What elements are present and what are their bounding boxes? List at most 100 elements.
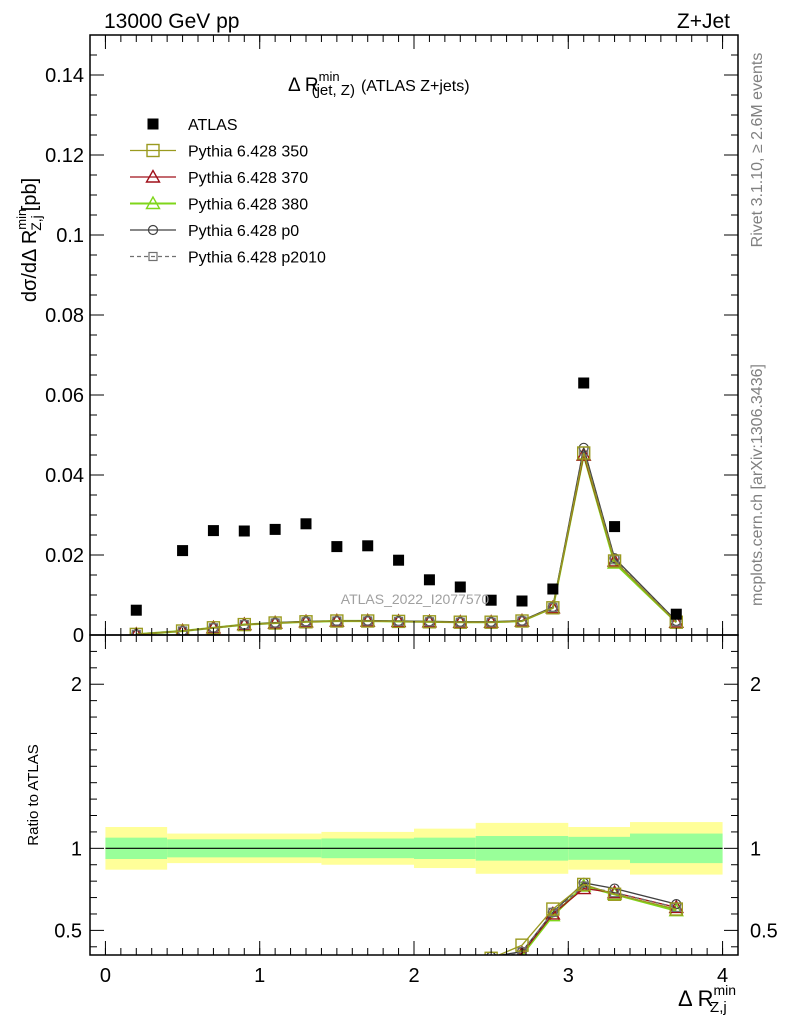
ratio-point-p2010-0 <box>487 956 495 964</box>
point-p350-12 <box>515 614 529 628</box>
ratio-xtick-label-0: 0 <box>100 965 111 987</box>
legend-label-p2010: Pythia 6.428 p2010 <box>188 250 326 267</box>
plot-title: Δ Rmin (jet, Z) (ATLAS Z+jets) <box>288 69 470 99</box>
point-p370-14 <box>576 447 592 461</box>
ratio-ytick-label-left-2: 2 <box>71 674 82 696</box>
point-p370-15 <box>606 553 623 567</box>
legend-marker-p0 <box>147 224 159 236</box>
main-ytick-label-6: 0.12 <box>45 145 84 167</box>
main-ylabel-post: [pb] <box>19 178 41 211</box>
header-right: Z+Jet <box>677 10 730 33</box>
main-ylabel-sup: min <box>14 209 29 230</box>
plot-title-sub: (jet, Z) <box>312 82 355 99</box>
legend-marker-p350 <box>146 143 160 158</box>
legend-label-p380: Pythia 6.428 380 <box>188 197 308 214</box>
point-data-3 <box>238 525 250 537</box>
ratio-point-p370-0 <box>485 957 498 969</box>
ratio-point-p350-5 <box>669 902 683 916</box>
ratio-point-p380-0 <box>485 957 498 969</box>
series-line-p380 <box>136 454 678 635</box>
main-ytick-label-2: 0.04 <box>45 465 84 487</box>
point-p350-8 <box>391 614 406 629</box>
header-left: 13000 GeV pp <box>104 10 239 33</box>
main-ytick-label-4: 0.08 <box>45 305 84 327</box>
main-ytick-label-0: 0 <box>73 625 84 647</box>
ratio-ytick-label-left-1: 1 <box>71 838 82 860</box>
ratio-panel: 0.5 0.5 1 1 2 2 0 1 2 3 4 Ratio to ATLAS Δ Rmin Z,j <box>25 634 778 1016</box>
main-ylabel-sub: Z,j <box>28 215 44 231</box>
point-p350-13 <box>546 601 560 615</box>
ratio-ytick-label-right-2: 2 <box>750 674 761 696</box>
ratio-point-p350-3 <box>577 877 591 892</box>
legend: ATLAS Pythia 6.428 350 Pythia 6.428 370 Pyt… <box>130 117 326 267</box>
point-p370-13 <box>545 599 561 614</box>
point-data-8 <box>393 554 405 566</box>
legend-marker-p370 <box>145 169 161 183</box>
ratio-ylabel: Ratio to ATLAS <box>25 744 42 845</box>
plot-title-sup: min <box>319 69 340 84</box>
main-ytick-label-1: 0.02 <box>45 545 84 567</box>
legend-marker-data <box>147 118 159 130</box>
series-line-p370 <box>136 454 677 635</box>
main-axes: 0 0.02 0.04 0.06 0.08 0.1 0.12 0.14 <box>45 34 738 647</box>
main-panel: 00.020.040.060.080.10.120.14 Δ Rmin (jet,… <box>14 34 739 647</box>
ratio-frame <box>89 634 739 956</box>
legend-entry-p380: Pythia 6.428 380 <box>130 195 308 214</box>
ratio-xtick-label-1: 1 <box>254 965 265 987</box>
main-ytick-label-3: 0.06 <box>45 385 84 407</box>
legend-entry-p370: Pythia 6.428 370 <box>130 169 308 187</box>
legend-entry-p0: Pythia 6.428 p0 <box>130 223 299 240</box>
point-p2010-13 <box>548 602 558 613</box>
main-ylabel: dσ/dΔ RminZ,j [pb] <box>14 178 44 302</box>
main-ytick-label-5: 0.1 <box>56 225 84 247</box>
main-ylabel-pre: dσ/dΔ R <box>19 230 41 302</box>
ratio-xlabel-sub: Z,j <box>710 999 727 1016</box>
point-data-13 <box>547 583 559 595</box>
point-data-7 <box>362 540 374 552</box>
point-data-0 <box>130 604 142 616</box>
mcplots-label: mcplots.cern.ch [arXiv:1306.3436] <box>749 364 766 606</box>
legend-label-p370: Pythia 6.428 370 <box>188 170 308 187</box>
ratio-point-p350-2 <box>546 902 560 916</box>
point-data-11 <box>485 594 497 606</box>
point-data-6 <box>331 541 343 553</box>
ratio-xtick-label-4: 4 <box>717 965 728 987</box>
ratio-axes: 0.5 0.5 1 1 2 2 0 1 2 3 4 <box>54 635 778 987</box>
point-p350-15 <box>607 554 622 568</box>
legend-entry-data: ATLAS <box>147 117 238 134</box>
legend-label-p350: Pythia 6.428 350 <box>188 144 308 161</box>
legend-entry-p350: Pythia 6.428 350 <box>130 144 308 161</box>
point-data-14 <box>578 377 590 389</box>
point-data-12 <box>516 595 528 607</box>
ratio-point-p350-4 <box>607 887 622 901</box>
rivet-label: Rivet 3.1.10, ≥ 2.6M events <box>749 53 766 248</box>
point-data-1 <box>177 545 189 557</box>
point-p350-5 <box>299 615 313 629</box>
point-p350-9 <box>422 615 437 629</box>
ratio-ytick-label-right-0: 0.5 <box>750 920 778 942</box>
legend-entry-p2010: Pythia 6.428 p2010 <box>130 250 326 267</box>
legend-marker-p2010 <box>148 251 158 262</box>
point-data-4 <box>269 523 281 535</box>
point-data-9 <box>423 574 435 586</box>
point-p350-7 <box>361 614 375 628</box>
point-data-16 <box>670 608 682 620</box>
ratio-xtick-label-2: 2 <box>408 965 419 987</box>
ratio-line-p2010 <box>507 885 677 955</box>
plot-title-suffix: (ATLAS Z+jets) <box>361 78 470 95</box>
point-p2010-15 <box>609 555 620 565</box>
point-p350-6 <box>330 614 344 628</box>
ratio-ytick-label-right-1: 1 <box>750 838 761 860</box>
point-data-2 <box>207 525 219 537</box>
ratio-xlabel-sup: min <box>713 982 736 998</box>
main-ytick-label-7: 0.14 <box>45 65 84 87</box>
series-line-p350 <box>136 452 677 635</box>
ratio-xtick-label-3: 3 <box>563 965 574 987</box>
legend-marker-p380 <box>145 195 161 210</box>
main-plot-area <box>129 377 684 635</box>
ratio-xlabel: Δ Rmin Z,j <box>678 982 736 1016</box>
point-p370-16 <box>668 614 684 628</box>
ratio-plot-area <box>105 822 723 969</box>
ratio-line-p350 <box>497 883 677 955</box>
ratio-point-p370-5 <box>668 899 684 914</box>
